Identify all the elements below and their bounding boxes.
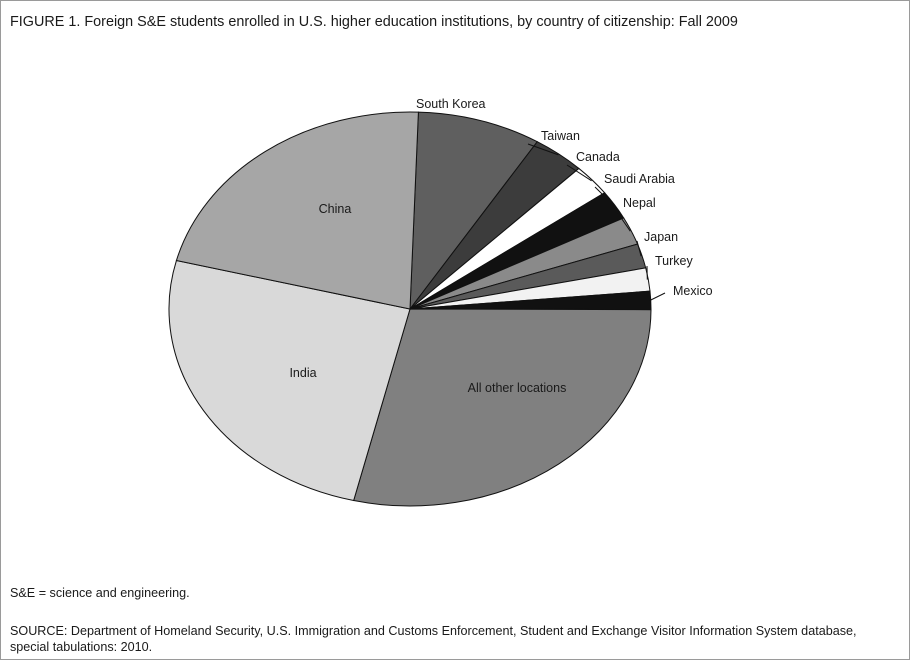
slice-label-south-korea: South Korea <box>416 97 486 111</box>
leader-line-mexico <box>649 292 666 301</box>
leader-line-nepal <box>614 208 631 232</box>
abbreviation-note: S&E = science and engineering. <box>10 586 190 600</box>
slice-label-china: China <box>319 202 352 216</box>
leader-line-canada <box>566 164 592 182</box>
pie-slice-south-korea <box>409 111 539 311</box>
slice-label-nepal: Nepal <box>623 196 656 210</box>
label-leader-lines <box>527 143 666 301</box>
leader-line-saudi-arabia <box>594 186 615 206</box>
leader-line-japan <box>636 240 642 257</box>
leader-line-taiwan <box>527 143 559 156</box>
figure-title: FIGURE 1. Foreign S&E students enrolled … <box>10 14 738 30</box>
pie-slice-india <box>168 259 411 502</box>
slice-label-canada: Canada <box>576 150 620 164</box>
slice-label-japan: Japan <box>644 230 678 244</box>
source-note: SOURCE: Department of Homeland Security,… <box>10 624 857 654</box>
pie-slices <box>168 111 652 507</box>
slice-labels: South Korea Taiwan Canada Saudi Arabia Nepal… <box>289 97 712 395</box>
slice-label-taiwan: Taiwan <box>541 129 580 143</box>
pie-slice-all-other-locations <box>353 308 652 507</box>
pie-slice-china <box>175 111 419 310</box>
slice-label-all-other-locations: All other locations <box>468 381 567 395</box>
slice-label-india: India <box>289 366 316 380</box>
slice-label-mexico: Mexico <box>673 284 713 298</box>
slice-label-saudi-arabia: Saudi Arabia <box>604 172 675 186</box>
slice-label-turkey: Turkey <box>655 254 693 268</box>
